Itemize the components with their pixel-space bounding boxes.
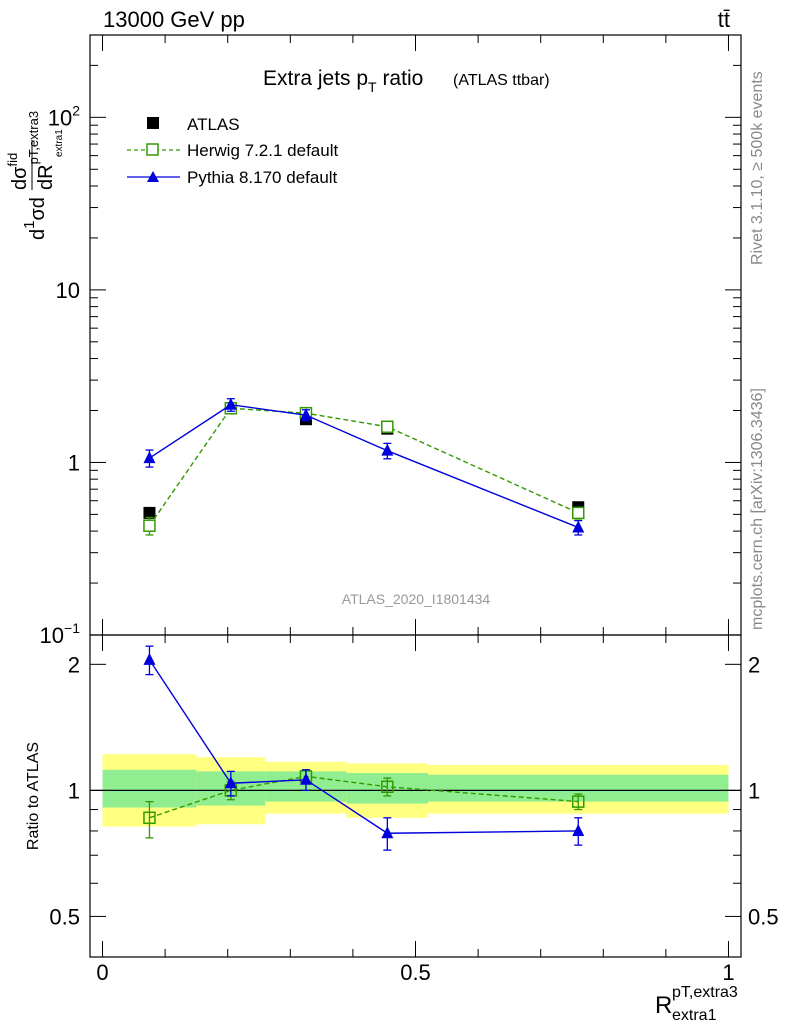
ratio-series-layer xyxy=(143,645,585,851)
ratio-y-tick-label-left: 1 xyxy=(68,778,80,803)
rivet-label: Rivet 3.1.10, ≥ 500k events xyxy=(749,71,766,265)
legend-pythia-label: Pythia 8.170 default xyxy=(187,168,338,187)
chart-title: Extra jets pT ratio xyxy=(263,67,423,95)
ylabel-sigma: σ xyxy=(27,208,49,221)
ylabel-one: 1 xyxy=(21,221,38,229)
ylabel-d1: d xyxy=(27,229,49,240)
ratio-y-tick-label-left: 0.5 xyxy=(49,904,80,929)
legend-herwig-label: Herwig 7.2.1 default xyxy=(187,141,338,160)
herwig-main-point xyxy=(381,420,394,434)
herwig-ratio-point xyxy=(381,780,394,794)
x-tick-label: 1 xyxy=(722,960,734,985)
analysis-watermark: ATLAS_2020_I1801434 xyxy=(342,591,491,607)
x-label-sub: extra1 xyxy=(672,1007,717,1024)
pythia-main-point xyxy=(572,520,585,533)
ylabel-d2: d xyxy=(27,197,49,208)
pythia-ratio-point xyxy=(572,823,585,836)
legend-atlas-marker xyxy=(147,117,159,129)
main-y-tick-label: 10−1 xyxy=(40,620,81,648)
main-y-tick-label: 1 xyxy=(68,450,80,475)
x-axis-label: R pT,extra3 extra1 xyxy=(655,984,738,1024)
chart-title-tag: (ATLAS ttbar) xyxy=(453,72,550,89)
pythia-ratio-point xyxy=(299,772,312,785)
x-label-sup: pT,extra3 xyxy=(672,984,738,1001)
herwig-main-line xyxy=(148,407,579,527)
ratio-y-tick-label-left: 2 xyxy=(68,652,80,677)
pythia-ratio-point xyxy=(143,652,156,665)
ratio-ticks-layer: 0.5 0.5 1 1 2 2 0 0.5 1 xyxy=(49,635,779,985)
legend-atlas-label: ATLAS xyxy=(187,115,240,134)
main-y-label: d1σd dσfid dRpT,extra3 extra1 xyxy=(5,111,65,240)
energy-label: 13000 GeV pp xyxy=(103,7,245,32)
main-y-ticks: 10−1 1 10 102 xyxy=(40,34,741,648)
herwig-main-point xyxy=(143,519,156,532)
pythia-ratio-point xyxy=(381,826,394,839)
ratio-y-label: Ratio to ATLAS xyxy=(25,742,42,850)
pythia-main-point xyxy=(381,443,394,456)
legend-pythia-marker xyxy=(147,171,159,182)
ratio-y-tick-label-right: 0.5 xyxy=(748,904,779,929)
mcplots-label: mcplots.cern.ch [arXiv:1306.3436] xyxy=(749,388,766,630)
svg-text:dσfid: dσfid xyxy=(5,153,31,190)
ratio-y-tick-label-right: 1 xyxy=(748,778,760,803)
x-tick-label: 0 xyxy=(96,960,108,985)
process-label: tt̄ xyxy=(718,7,730,32)
ylabel-fid: fid xyxy=(5,153,20,167)
pythia-main-point xyxy=(299,408,312,421)
herwig-ratio-point xyxy=(572,795,585,808)
legend-herwig-marker xyxy=(146,143,159,156)
main-y-tick-label: 102 xyxy=(48,102,80,130)
ylabel-ptextra3: pT,extra3 xyxy=(26,111,41,164)
main-y-tick-label: 10 xyxy=(56,278,80,303)
herwig-main-point xyxy=(572,506,585,520)
pythia-main-point xyxy=(224,397,237,410)
main-series-layer xyxy=(143,397,585,536)
ylabel-dsigma: dσ xyxy=(9,166,31,190)
chart-title-main: Extra jets p xyxy=(263,67,368,90)
ylabel-extra1: extra1 xyxy=(54,129,65,157)
atlas-main-point xyxy=(143,506,156,519)
svg-text:d1σd: d1σd xyxy=(21,197,49,240)
legend: ATLAS Herwig 7.2.1 default Pythia 8.170 … xyxy=(127,115,338,187)
pythia-main-point xyxy=(143,451,156,464)
chart-title-sub: T xyxy=(368,79,377,95)
pythia-ratio-point xyxy=(224,776,237,789)
chart-title-rest: ratio xyxy=(377,67,424,90)
ylabel-dr: dR xyxy=(35,164,57,190)
x-label-main: R xyxy=(655,992,672,1019)
herwig-ratio-point xyxy=(143,811,156,825)
x-tick-label: 0.5 xyxy=(400,960,431,985)
ratio-y-tick-label-right: 2 xyxy=(748,652,760,677)
svg-text:dRpT,extra3: dRpT,extra3 xyxy=(26,111,57,190)
